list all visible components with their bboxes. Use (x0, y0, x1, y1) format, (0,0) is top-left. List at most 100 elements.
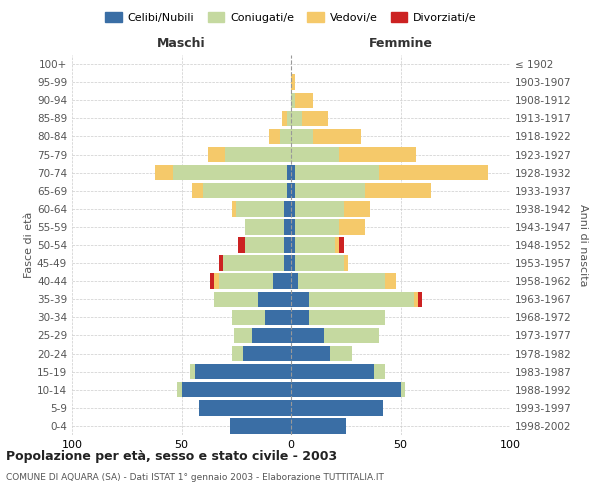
Bar (208, 147, 291, 162)
Bar (291, 110, 302, 126)
Bar (214, 292, 291, 307)
Text: Popolazione per età, sesso e stato civile - 2003: Popolazione per età, sesso e stato civil… (6, 450, 337, 463)
Bar (226, 147, 291, 162)
Bar (291, 382, 401, 398)
Bar (291, 310, 385, 325)
Bar (291, 147, 416, 162)
Bar (269, 128, 291, 144)
Bar (291, 256, 348, 271)
Bar (291, 92, 295, 108)
Bar (291, 74, 295, 90)
Bar (291, 165, 379, 180)
Bar (291, 310, 385, 325)
Bar (219, 256, 291, 271)
Bar (173, 165, 291, 180)
Bar (182, 382, 291, 398)
Bar (291, 128, 361, 144)
Bar (177, 382, 291, 398)
Bar (234, 328, 291, 343)
Bar (265, 310, 291, 325)
Bar (291, 346, 331, 362)
Bar (274, 274, 291, 289)
Bar (177, 382, 291, 398)
Bar (245, 219, 291, 234)
Bar (203, 183, 291, 198)
Bar (245, 238, 291, 252)
Bar (258, 292, 291, 307)
Bar (214, 292, 291, 307)
Bar (291, 418, 346, 434)
Bar (251, 328, 291, 343)
Bar (232, 346, 291, 362)
Bar (291, 219, 295, 234)
Bar (284, 256, 291, 271)
Bar (236, 201, 291, 216)
Bar (291, 364, 385, 380)
Bar (291, 418, 346, 434)
Bar (291, 238, 344, 252)
Bar (291, 400, 383, 415)
Bar (193, 183, 291, 198)
Bar (199, 400, 291, 415)
Bar (291, 128, 361, 144)
Bar (291, 382, 405, 398)
Bar (291, 219, 339, 234)
Bar (291, 292, 308, 307)
Bar (291, 201, 370, 216)
Bar (287, 165, 291, 180)
Bar (287, 110, 291, 126)
Bar (282, 110, 291, 126)
Bar (199, 400, 291, 415)
Bar (291, 274, 385, 289)
Bar (291, 364, 385, 380)
Bar (291, 400, 383, 415)
Bar (230, 418, 291, 434)
Bar (230, 418, 291, 434)
Bar (245, 219, 291, 234)
Bar (291, 110, 328, 126)
Bar (243, 346, 291, 362)
Bar (190, 364, 291, 380)
Bar (210, 274, 291, 289)
Bar (193, 183, 291, 198)
Bar (291, 328, 324, 343)
Bar (245, 238, 291, 252)
Bar (291, 274, 396, 289)
Bar (291, 310, 308, 325)
Bar (291, 364, 385, 380)
Bar (238, 238, 291, 252)
Bar (190, 364, 291, 380)
Bar (177, 382, 291, 398)
Bar (291, 183, 295, 198)
Bar (155, 165, 291, 180)
Bar (234, 328, 291, 343)
Bar (214, 292, 291, 307)
Bar (291, 400, 383, 415)
Bar (291, 292, 418, 307)
Bar (291, 382, 405, 398)
Bar (291, 364, 374, 380)
Bar (291, 110, 328, 126)
Bar (291, 92, 313, 108)
Text: Femmine: Femmine (368, 36, 433, 50)
Bar (269, 128, 291, 144)
Bar (291, 74, 295, 90)
Bar (291, 165, 488, 180)
Bar (230, 418, 291, 434)
Bar (194, 364, 291, 380)
Bar (291, 238, 295, 252)
Bar (291, 147, 339, 162)
Bar (291, 92, 313, 108)
Bar (223, 256, 291, 271)
Bar (291, 183, 365, 198)
Bar (199, 400, 291, 415)
Bar (223, 256, 291, 271)
Bar (291, 310, 385, 325)
Bar (291, 201, 295, 216)
Bar (214, 274, 291, 289)
Text: COMUNE DI AQUARA (SA) - Dati ISTAT 1° gennaio 2003 - Elaborazione TUTTITALIA.IT: COMUNE DI AQUARA (SA) - Dati ISTAT 1° ge… (6, 472, 384, 482)
Bar (291, 201, 344, 216)
Bar (291, 256, 348, 271)
Bar (208, 147, 291, 162)
Bar (291, 256, 344, 271)
